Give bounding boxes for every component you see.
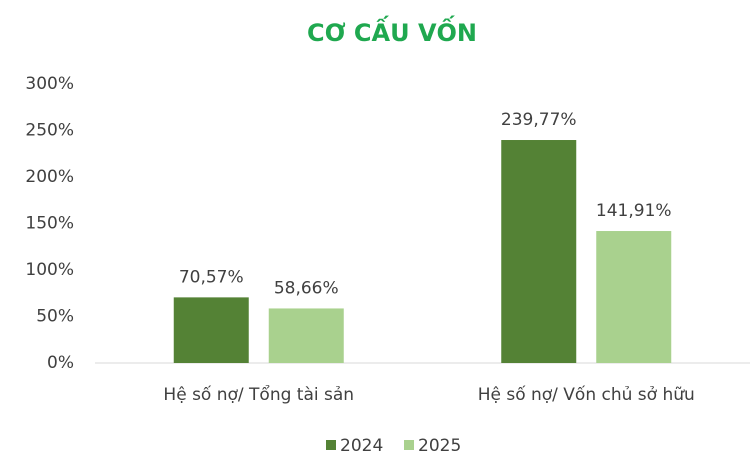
legend-label: 2024 <box>340 436 383 456</box>
legend-label: 2025 <box>418 436 461 456</box>
y-tick-label: 150% <box>25 214 74 234</box>
y-tick-label: 300% <box>25 74 74 94</box>
y-tick-label: 250% <box>25 121 74 141</box>
data-label: 239,77% <box>501 110 577 130</box>
legend-swatch <box>404 440 414 450</box>
bar <box>173 297 249 363</box>
bar <box>268 308 344 363</box>
data-label: 141,91% <box>596 201 672 221</box>
data-label: 58,66% <box>274 278 339 298</box>
y-tick-label: 50% <box>36 307 74 327</box>
bar <box>501 140 577 363</box>
y-tick-label: 0% <box>47 353 74 373</box>
y-tick-label: 200% <box>25 167 74 187</box>
x-tick-label: Hệ số nợ/ Vốn chủ sở hữu <box>478 384 695 405</box>
y-tick-label: 100% <box>25 260 74 280</box>
legend-swatch <box>326 440 336 450</box>
x-tick-label: Hệ số nợ/ Tổng tài sản <box>163 384 354 405</box>
bar <box>596 231 672 363</box>
data-label: 70,57% <box>179 267 244 287</box>
chart-title: CƠ CẤU VỐN <box>307 14 477 47</box>
